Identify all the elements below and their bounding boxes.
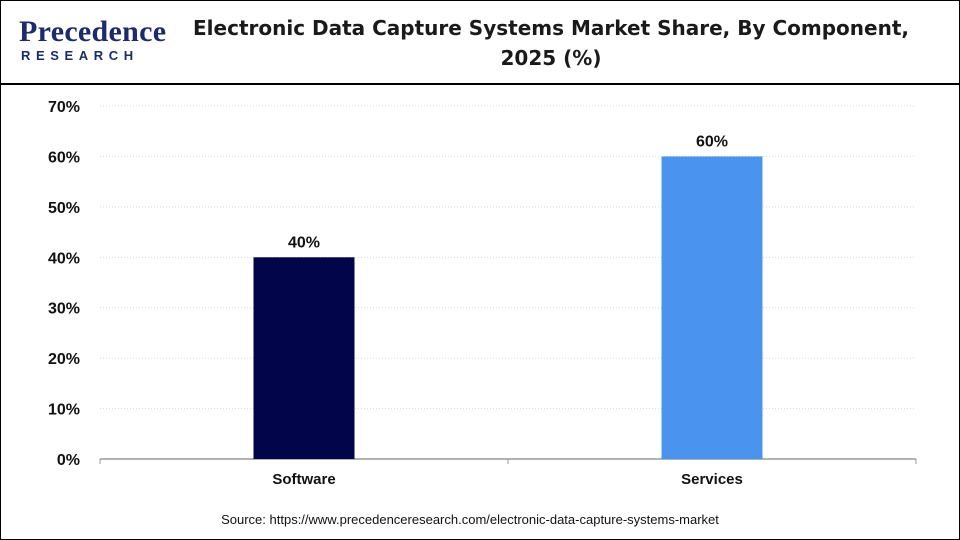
x-tick-label: Software xyxy=(272,471,335,488)
y-tick-label: 50% xyxy=(48,200,80,217)
y-tick-label: 30% xyxy=(48,301,80,318)
chart-header: Precedence RESEARCH Electronic Data Capt… xyxy=(1,1,959,85)
bar-services xyxy=(661,156,763,459)
data-label: 40% xyxy=(288,234,320,251)
logo-wordmark: Precedence xyxy=(19,15,167,48)
x-tick-label: Services xyxy=(681,471,743,488)
bar-software xyxy=(253,257,355,459)
precedence-research-logo: Precedence RESEARCH xyxy=(19,17,169,65)
y-tick-label: 10% xyxy=(48,402,80,419)
y-tick-label: 60% xyxy=(48,149,80,166)
data-label: 60% xyxy=(696,133,728,150)
y-tick-label: 70% xyxy=(48,99,80,116)
y-tick-label: 20% xyxy=(48,351,80,368)
logo-subtitle: RESEARCH xyxy=(21,48,139,63)
chart-title: Electronic Data Capture Systems Market S… xyxy=(193,16,909,70)
y-tick-label: 0% xyxy=(57,452,80,469)
source-note: Source: https://www.precedenceresearch.c… xyxy=(221,512,719,527)
y-tick-label: 40% xyxy=(48,250,80,267)
